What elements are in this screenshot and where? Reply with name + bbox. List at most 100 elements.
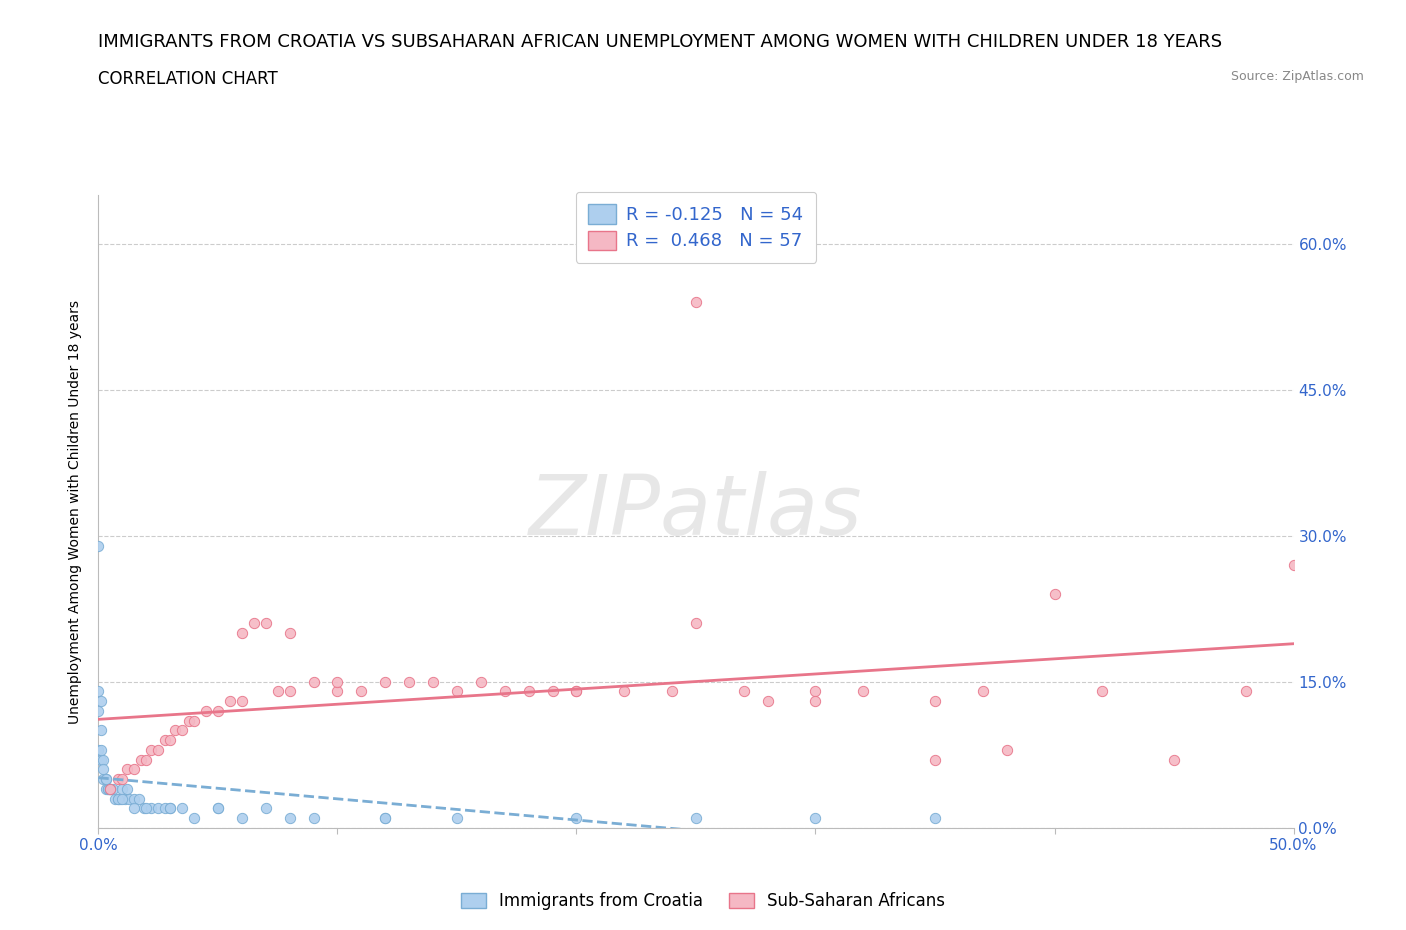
Point [139, 801, 162, 816]
Point [995, 742, 1018, 757]
Point [446, 811, 468, 826]
Point [541, 684, 564, 699]
Point [159, 801, 181, 816]
Point [194, 703, 218, 718]
Legend: R = -0.125   N = 54, R =  0.468   N = 57: R = -0.125 N = 54, R = 0.468 N = 57 [576, 192, 815, 263]
Point [118, 791, 141, 806]
Point [148, 801, 170, 816]
Point [302, 811, 325, 826]
Point [128, 791, 150, 806]
Point [804, 811, 827, 826]
Point [124, 791, 146, 806]
Point [148, 742, 170, 757]
Point [87, 684, 110, 699]
Point [179, 713, 201, 728]
Point [267, 684, 290, 699]
Point [1282, 558, 1305, 573]
Point [97, 781, 120, 796]
Point [733, 684, 755, 699]
Point [91, 752, 114, 767]
Point [1091, 684, 1114, 699]
Point [1163, 752, 1185, 767]
Point [94, 781, 117, 796]
Point [374, 811, 396, 826]
Point [326, 684, 349, 699]
Point [115, 781, 138, 796]
Point [231, 694, 253, 709]
Point [97, 781, 120, 796]
Point [98, 781, 122, 796]
Point [470, 674, 492, 689]
Point [91, 762, 114, 777]
Point [135, 801, 157, 816]
Point [219, 694, 242, 709]
Point [124, 762, 146, 777]
Point [172, 723, 194, 737]
Point [87, 538, 110, 553]
Point [494, 684, 516, 699]
Point [804, 684, 827, 699]
Point [517, 684, 540, 699]
Y-axis label: Unemployment Among Women with Children Under 18 years: Unemployment Among Women with Children U… [69, 299, 83, 724]
Point [613, 684, 636, 699]
Point [254, 801, 277, 816]
Point [115, 762, 138, 777]
Point [924, 752, 946, 767]
Point [155, 733, 177, 748]
Point [243, 616, 266, 631]
Point [159, 801, 181, 816]
Point [278, 684, 301, 699]
Point [98, 781, 122, 796]
Text: CORRELATION CHART: CORRELATION CHART [98, 70, 278, 87]
Point [350, 684, 373, 699]
Point [207, 801, 229, 816]
Point [108, 791, 131, 806]
Point [91, 772, 114, 787]
Point [398, 674, 420, 689]
Point [163, 723, 186, 737]
Point [972, 684, 994, 699]
Point [90, 742, 112, 757]
Point [159, 733, 181, 748]
Point [207, 801, 229, 816]
Point [114, 791, 136, 806]
Point [207, 703, 229, 718]
Point [183, 811, 205, 826]
Point [231, 811, 253, 826]
Point [1234, 684, 1257, 699]
Point [446, 684, 468, 699]
Point [172, 801, 194, 816]
Point [98, 781, 122, 796]
Point [90, 694, 112, 709]
Point [155, 801, 177, 816]
Text: IMMIGRANTS FROM CROATIA VS SUBSAHARAN AFRICAN UNEMPLOYMENT AMONG WOMEN WITH CHIL: IMMIGRANTS FROM CROATIA VS SUBSAHARAN AF… [98, 33, 1223, 50]
Point [111, 772, 134, 787]
Point [924, 694, 946, 709]
Point [374, 811, 396, 826]
Point [104, 791, 127, 806]
Point [804, 694, 827, 709]
Point [107, 772, 129, 787]
Point [254, 616, 277, 631]
Point [1043, 587, 1066, 602]
Point [87, 703, 110, 718]
Point [231, 626, 253, 641]
Point [90, 723, 112, 737]
Point [565, 811, 588, 826]
Point [756, 694, 779, 709]
Point [565, 684, 588, 699]
Point [98, 781, 122, 796]
Point [302, 674, 325, 689]
Point [107, 791, 129, 806]
Point [661, 684, 683, 699]
Point [94, 772, 117, 787]
Point [374, 674, 396, 689]
Point [87, 742, 110, 757]
Point [139, 742, 162, 757]
Point [685, 811, 707, 826]
Point [685, 616, 707, 631]
Text: Source: ZipAtlas.com: Source: ZipAtlas.com [1230, 70, 1364, 83]
Point [132, 801, 155, 816]
Text: ZIPatlas: ZIPatlas [529, 471, 863, 552]
Point [111, 781, 134, 796]
